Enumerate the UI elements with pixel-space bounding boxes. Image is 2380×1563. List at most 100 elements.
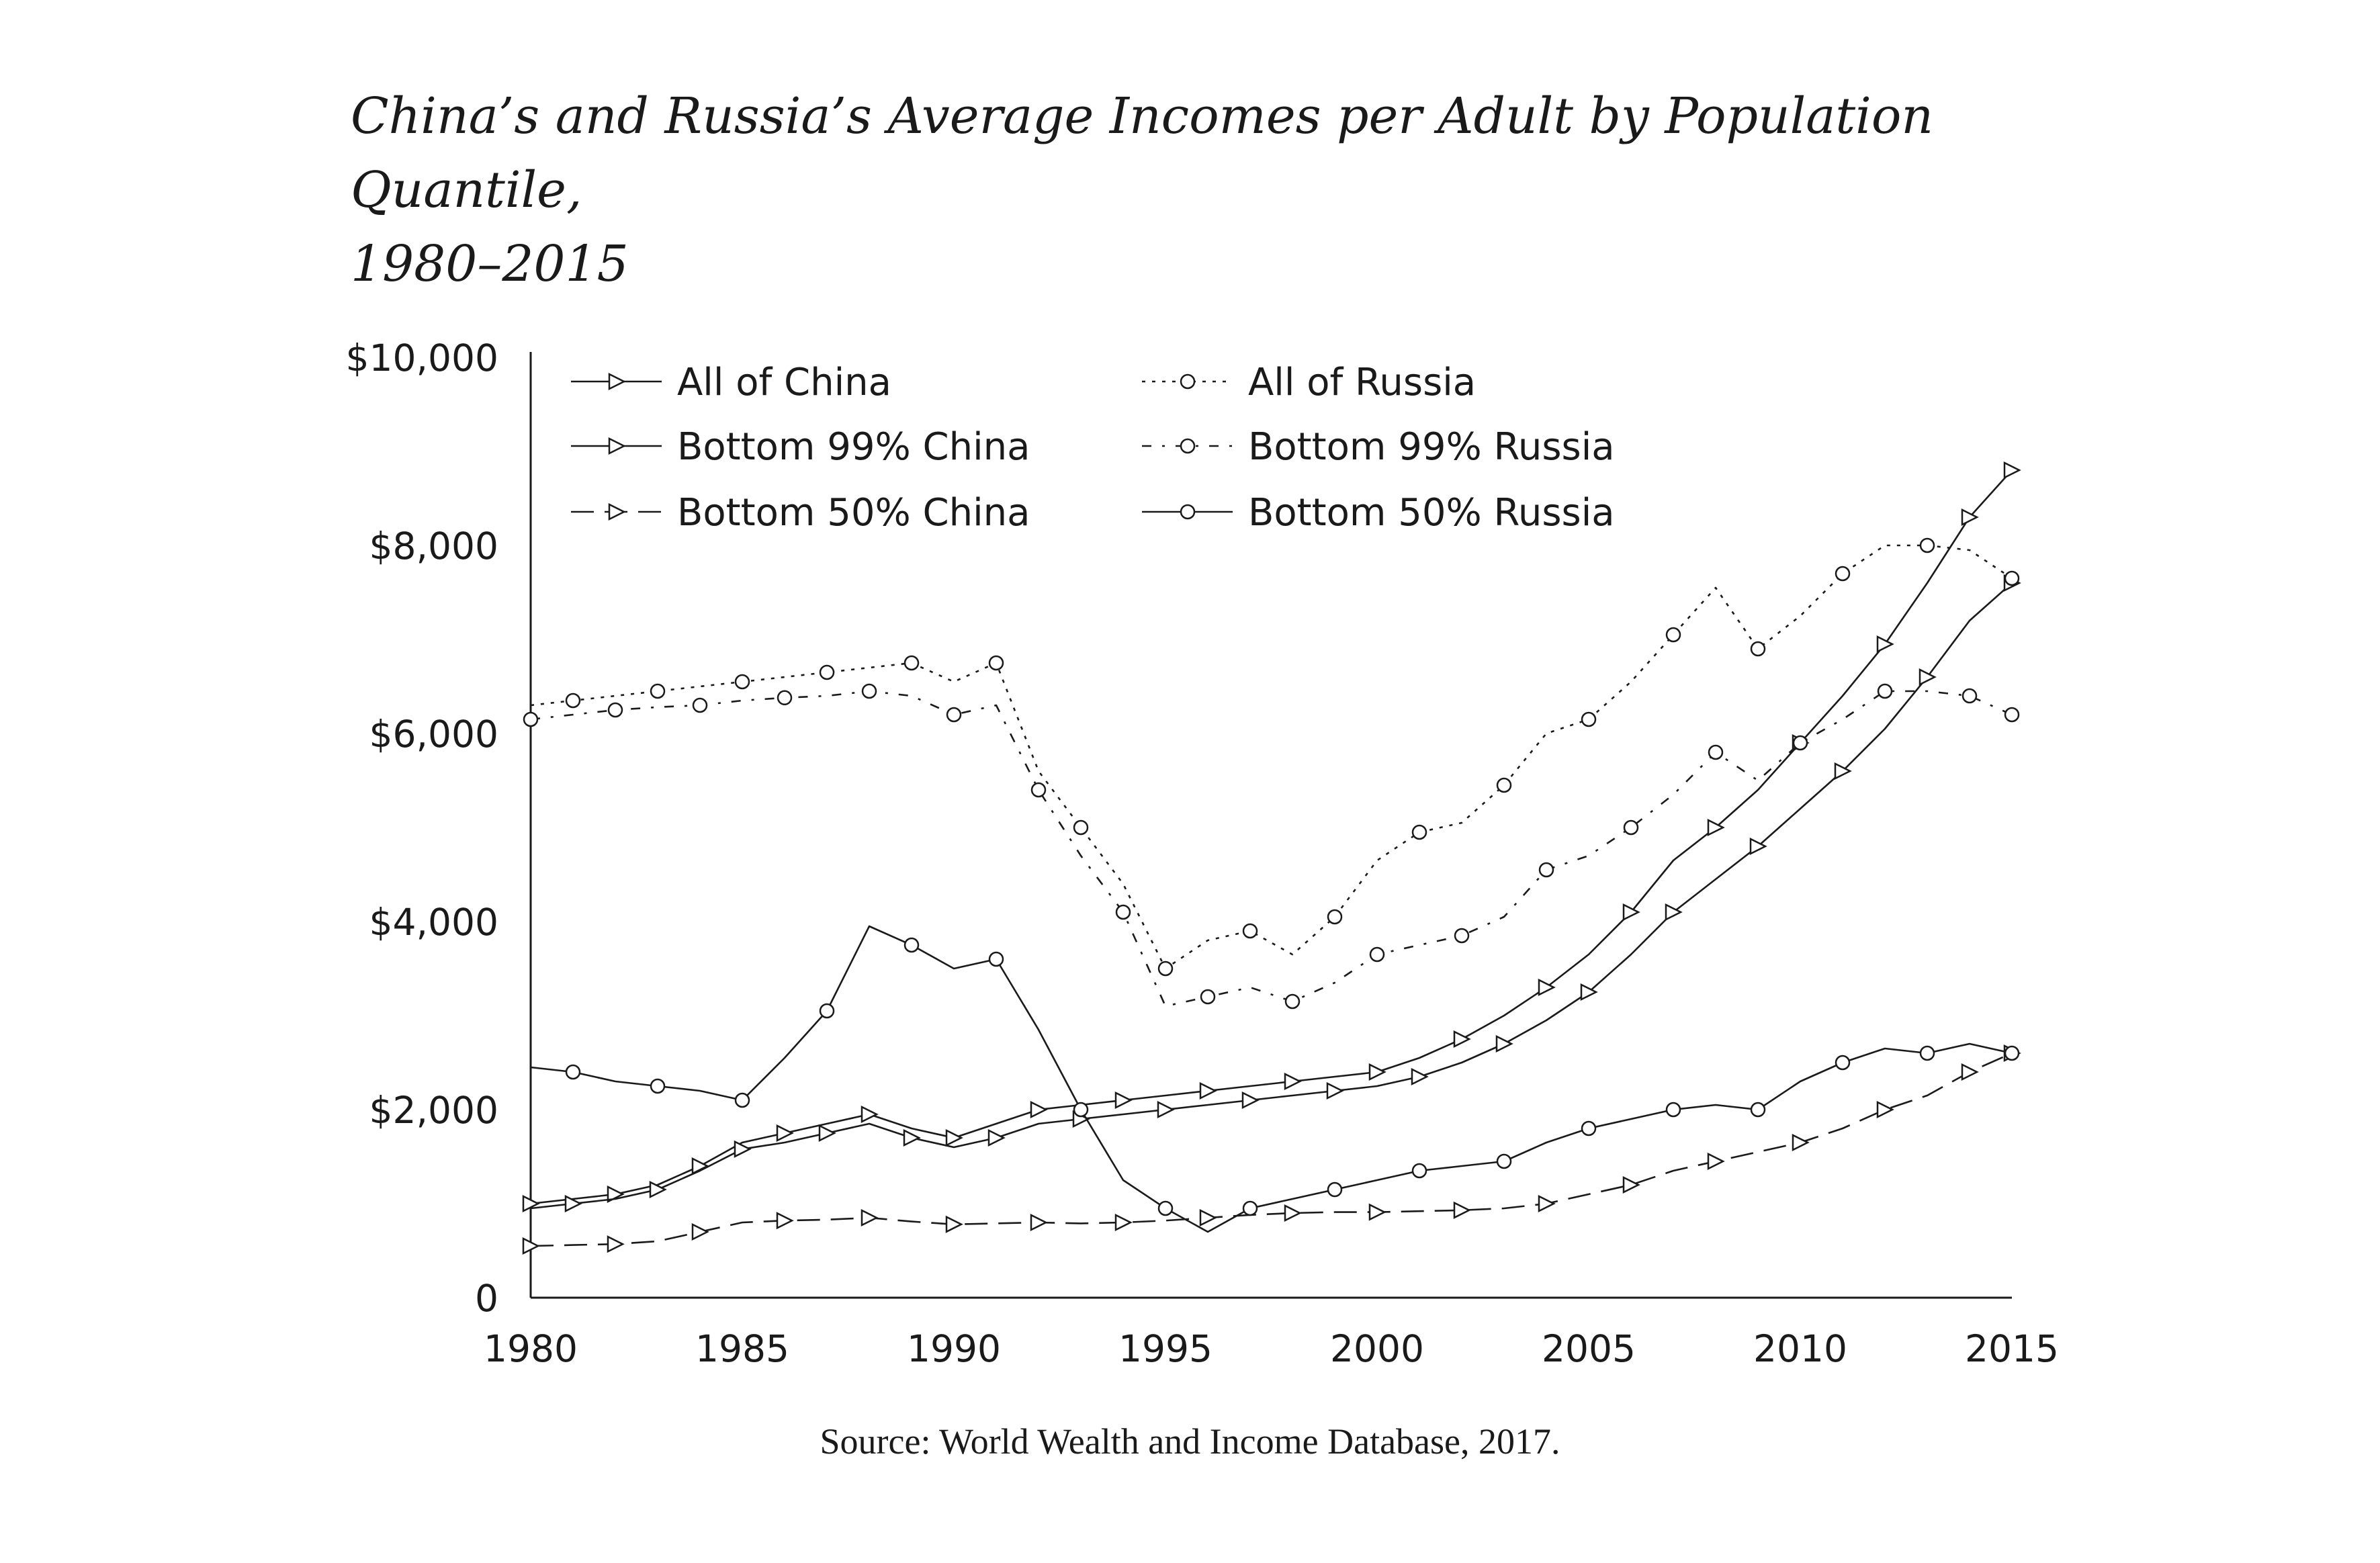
data-point-bottom-50-russia: [1411, 1163, 1427, 1179]
data-point-bottom-50-russia: [565, 1064, 581, 1080]
data-point-all-of-china: [776, 1124, 794, 1143]
data-point-bottom-99-china: [1919, 668, 1937, 686]
x-tick-label: 1995: [1118, 1327, 1213, 1370]
series-line-all-of-china: [530, 470, 2013, 1205]
data-point-all-of-russia: [1496, 777, 1512, 793]
chart-title-line-1: China’s and Russia’s Average Incomes per…: [351, 87, 1934, 219]
series-all-of-russia: [530, 537, 2020, 977]
data-point-bottom-99-china: [1749, 837, 1767, 856]
data-point-bottom-99-russia: [1030, 782, 1047, 798]
data-point-all-of-russia: [734, 674, 750, 690]
x-tick-label: 2010: [1753, 1327, 1847, 1370]
legend-item-bottom-50-china: Bottom 50% China: [571, 491, 1030, 535]
data-point-all-of-china: [1961, 508, 1979, 527]
data-point-bottom-99-russia: [1623, 819, 1639, 836]
data-point-bottom-50-russia: [1073, 1102, 1089, 1118]
data-point-all-of-russia: [1919, 537, 1935, 553]
data-point-bottom-99-china: [1665, 903, 1683, 922]
data-point-bottom-99-russia: [861, 683, 877, 699]
data-point-all-of-china: [1284, 1072, 1302, 1091]
legend-marker: [1180, 373, 1196, 390]
data-point-all-of-russia: [1073, 819, 1089, 836]
data-point-bottom-99-russia: [523, 711, 539, 727]
legend-item-bottom-50-russia: Bottom 50% Russia: [1142, 491, 1615, 535]
data-point-all-of-china: [945, 1128, 963, 1147]
data-point-bottom-99-russia: [1538, 862, 1554, 878]
data-point-all-of-china: [1199, 1081, 1217, 1100]
data-point-bottom-50-china: [1622, 1175, 1640, 1194]
data-point-bottom-50-russia: [988, 951, 1004, 967]
data-point-bottom-99-russia: [1284, 993, 1301, 1010]
x-tick-label: 2015: [1965, 1327, 2059, 1370]
data-point-bottom-50-china: [1284, 1204, 1302, 1222]
data-point-bottom-99-china: [564, 1194, 582, 1213]
data-point-all-of-russia: [2004, 570, 2020, 586]
data-point-bottom-99-china: [1326, 1081, 1344, 1100]
data-point-bottom-50-china: [1199, 1208, 1217, 1227]
chart-title: China’s and Russia’s Average Incomes per…: [351, 79, 2164, 301]
data-point-all-of-china: [607, 1185, 625, 1204]
data-point-all-of-china: [1876, 635, 1894, 654]
data-point-all-of-china: [691, 1157, 709, 1175]
data-point-bottom-50-china: [607, 1235, 625, 1253]
data-point-bottom-99-russia: [1200, 989, 1216, 1005]
data-point-all-of-russia: [903, 655, 920, 671]
series-bottom-99-russia: [523, 683, 2020, 1010]
data-point-bottom-99-russia: [2004, 707, 2020, 723]
data-point-all-of-russia: [1581, 711, 1597, 727]
data-point-bottom-50-china: [1114, 1213, 1133, 1232]
legend-label: Bottom 50% Russia: [1248, 491, 1615, 535]
series-bottom-99-china: [530, 574, 2021, 1213]
data-point-bottom-50-russia: [734, 1092, 750, 1108]
data-point-all-of-china: [861, 1105, 879, 1124]
data-point-bottom-99-china: [1241, 1091, 1260, 1110]
data-point-bottom-50-china: [1707, 1152, 1725, 1171]
legend-marker: [608, 502, 626, 521]
legend-label: All of China: [677, 361, 891, 404]
data-point-bottom-50-russia: [1919, 1045, 1935, 1061]
legend-label: Bottom 99% China: [677, 425, 1030, 469]
data-point-bottom-50-russia: [1665, 1102, 1681, 1118]
data-point-all-of-china: [1453, 1030, 1471, 1048]
data-point-bottom-50-china: [1453, 1201, 1471, 1219]
legend-marker: [608, 437, 626, 455]
chart-axes: 1980 1985 1990 1995 2000 2005 2010 2015 0 $2,000 $…: [346, 337, 2059, 1370]
data-point-bottom-99-china: [1411, 1067, 1429, 1086]
data-point-all-of-china: [1538, 978, 1556, 997]
data-point-bottom-99-russia: [1454, 928, 1470, 944]
data-point-bottom-99-russia: [1962, 688, 1978, 704]
data-point-all-of-russia: [988, 655, 1004, 671]
data-point-bottom-50-russia: [1327, 1181, 1343, 1198]
x-tick-label: 1985: [695, 1327, 789, 1370]
series-line-bottom-50-russia: [530, 925, 2013, 1233]
data-point-bottom-99-russia: [1877, 683, 1893, 699]
data-point-bottom-50-russia: [1835, 1055, 1851, 1071]
legend-item-bottom-99-russia: Bottom 99% Russia: [1142, 425, 1615, 469]
data-point-bottom-50-china: [522, 1237, 540, 1255]
data-point-bottom-50-china: [1030, 1213, 1048, 1232]
series-line-all-of-russia: [530, 544, 2013, 970]
data-point-bottom-99-china: [1834, 762, 1852, 780]
chart-title-line-2: 1980–2015: [351, 235, 629, 293]
data-point-all-of-china: [1622, 903, 1640, 922]
series-line-bottom-99-russia: [530, 690, 2013, 1008]
x-tick-label: 1990: [907, 1327, 1001, 1370]
x-tick-label: 1980: [484, 1327, 578, 1370]
data-point-bottom-99-china: [1580, 983, 1598, 1001]
data-point-bottom-99-russia: [607, 702, 623, 718]
data-point-bottom-99-russia: [1708, 744, 1724, 760]
data-point-all-of-russia: [1411, 824, 1427, 840]
data-point-bottom-50-china: [861, 1208, 879, 1227]
x-tick-label: 2000: [1330, 1327, 1424, 1370]
data-point-bottom-50-china: [1876, 1100, 1894, 1119]
data-point-all-of-russia: [1835, 566, 1851, 582]
data-point-all-of-russia: [819, 664, 835, 680]
data-point-bottom-99-china: [649, 1180, 667, 1199]
data-point-bottom-50-china: [1368, 1203, 1386, 1221]
data-point-all-of-russia: [1327, 909, 1343, 925]
series-line-bottom-50-china: [530, 1052, 2013, 1247]
data-point-all-of-china: [522, 1194, 540, 1213]
data-point-all-of-russia: [650, 683, 666, 699]
series-bottom-50-russia: [530, 925, 2020, 1233]
